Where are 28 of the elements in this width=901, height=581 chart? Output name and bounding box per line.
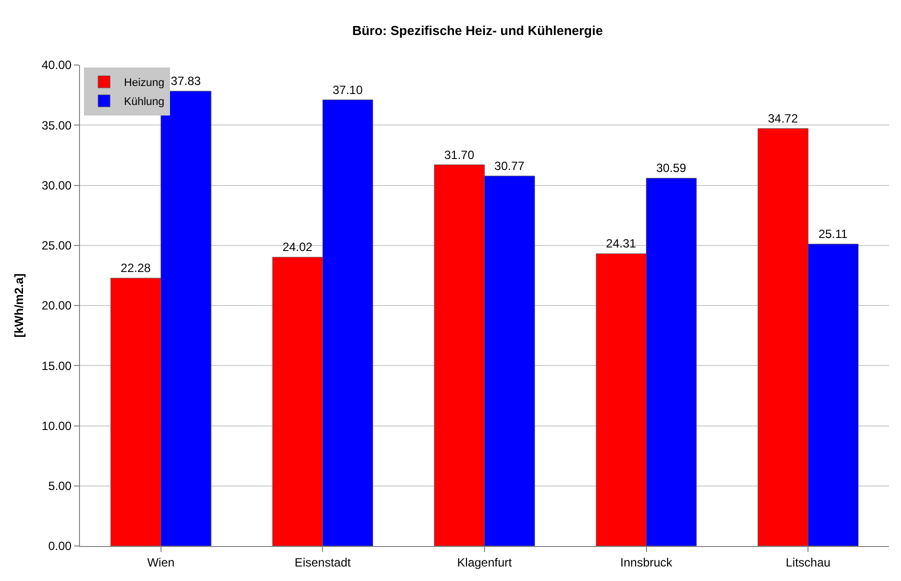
legend-label: Kühlung [124,96,164,108]
data-label: 24.31 [606,236,636,251]
y-tick-label: 25.00 [42,238,72,253]
data-label: 25.11 [818,227,848,242]
y-tick-label: 40.00 [42,58,72,72]
x-tick-label: Litschau [786,555,830,570]
y-axis-title: [kWh/m2.a] [12,273,26,338]
data-label: 31.70 [444,148,475,162]
x-tick-label: Klagenfurt [457,555,513,570]
data-label: 30.59 [656,161,687,176]
y-tick-label: 20.00 [42,298,72,313]
x-tick-label: Eisenstadt [294,555,352,570]
legend-label: Heizung [124,77,164,90]
data-label: 30.77 [494,158,525,173]
data-label: 22.28 [120,261,151,276]
y-tick-label: 15.00 [42,358,72,373]
y-tick-label: 0.00 [48,539,72,554]
y-tick-label: 5.00 [48,479,72,494]
y-tick-label: 10.00 [42,418,72,433]
x-tick-label: Wien [147,555,175,570]
y-tick-label: 35.00 [42,118,72,132]
data-label: 37.10 [332,82,363,97]
chart-title: Büro: Spezifische Heiz- und Kühlenergie [352,23,603,38]
data-label: 34.72 [768,111,798,126]
data-label: 37.83 [170,74,202,88]
y-tick-label: 30.00 [42,178,72,192]
x-tick-label: Innsbruck [620,555,674,570]
data-label: 24.02 [282,240,313,254]
